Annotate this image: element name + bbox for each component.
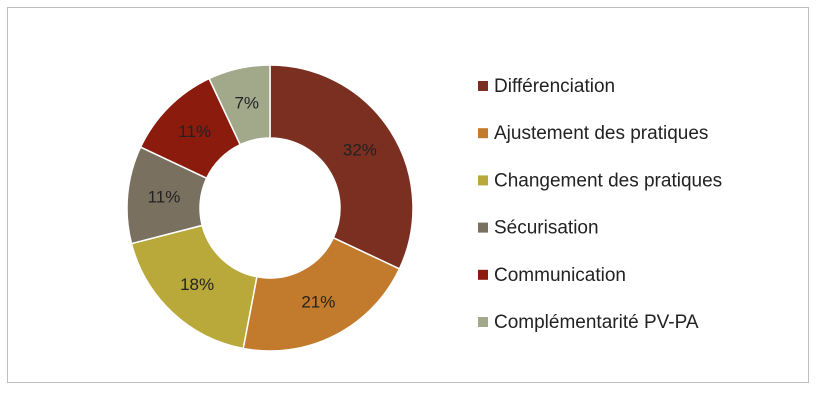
legend-swatch <box>478 269 488 280</box>
legend-swatch <box>478 222 488 233</box>
legend-swatch <box>478 81 488 91</box>
donut-slice <box>242 236 401 352</box>
legend-swatch <box>478 317 488 327</box>
data-label: 7% <box>234 94 259 113</box>
data-label: 18% <box>180 275 214 294</box>
legend-label: Ajustement des pratiques <box>494 123 708 144</box>
legend-label: Complémentarité PV-PA <box>494 312 699 333</box>
data-label: 32% <box>343 140 377 159</box>
data-label: 11% <box>178 122 211 141</box>
data-label: 11% <box>148 187 181 206</box>
legend-label: Sécurisation <box>494 218 599 239</box>
legend-label: Différenciation <box>494 76 615 97</box>
data-label: 21% <box>301 292 335 311</box>
donut-slice <box>269 64 414 270</box>
legend-label: Changement des pratiques <box>494 170 722 191</box>
donut-slice <box>208 64 271 146</box>
donut-slice <box>130 224 258 350</box>
legend-swatch <box>478 175 488 186</box>
legend-label: Communication <box>494 265 626 286</box>
legend-swatch <box>478 128 488 139</box>
